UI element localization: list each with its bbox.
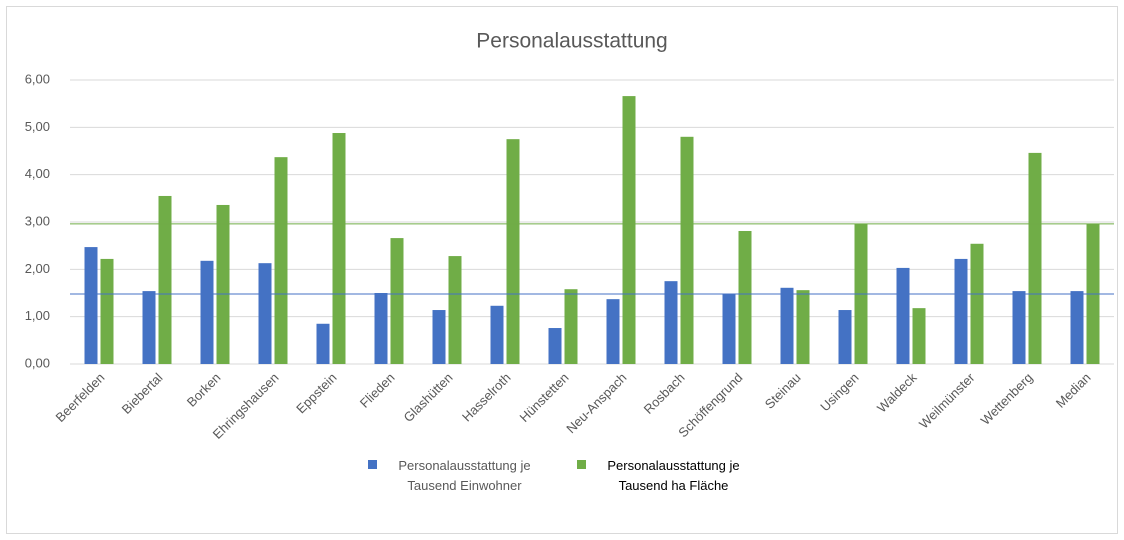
x-tick-label: Weilmünster [916, 369, 978, 431]
bar [796, 290, 810, 364]
bar [506, 139, 520, 364]
bar [1070, 291, 1084, 364]
x-tick-label: Median [1053, 370, 1094, 411]
bar [738, 230, 752, 364]
bar [274, 157, 288, 364]
x-tick-label: Rosbach [641, 370, 688, 417]
x-tick-label: Flieden [357, 370, 398, 411]
bar [680, 136, 694, 364]
y-tick-label: 5,00 [25, 119, 50, 134]
bar [780, 287, 794, 364]
bar [564, 289, 578, 364]
legend-swatch [368, 460, 377, 469]
bar [548, 328, 562, 364]
x-tick-label: Eppstein [293, 370, 339, 416]
bar [1012, 291, 1026, 364]
bar [970, 243, 984, 364]
bar [100, 258, 114, 364]
bar [490, 305, 504, 364]
bar [258, 263, 272, 364]
x-tick-label: Waldeck [874, 370, 920, 416]
bar [316, 323, 330, 364]
chart-border [6, 6, 1118, 534]
bar [200, 260, 214, 364]
y-tick-label: 6,00 [25, 71, 50, 86]
y-tick-label: 0,00 [25, 355, 50, 370]
bar [84, 247, 98, 364]
x-tick-label: Hasselroth [459, 370, 514, 425]
x-tick-label: Glashütten [400, 370, 455, 425]
bar [1028, 152, 1042, 364]
x-tick-label: Beerfelden [52, 370, 107, 425]
bar [142, 291, 156, 364]
bar [664, 281, 678, 364]
bar [216, 204, 230, 364]
x-tick-label: Usingen [817, 370, 861, 414]
bar [896, 267, 910, 364]
bar [954, 258, 968, 364]
bar [838, 310, 852, 364]
legend-label: Personalausstattung je Tausend Einwohner [398, 458, 531, 493]
x-tick-label: Steinau [762, 370, 804, 412]
x-tick-label: Hünstetten [516, 370, 571, 425]
legend-item: Personalausstattung je Tausend ha Fläche [577, 456, 756, 496]
legend-item: Personalausstattung je Tausend Einwohner [368, 456, 547, 496]
bar [606, 299, 620, 364]
y-tick-label: 1,00 [25, 308, 50, 323]
bar [912, 308, 926, 364]
bar [722, 293, 736, 364]
bar [390, 238, 404, 364]
bar [448, 256, 462, 364]
bar [374, 293, 388, 364]
bar [432, 310, 446, 364]
legend-label: Personalausstattung je Tausend ha Fläche [607, 458, 740, 493]
bar [332, 133, 346, 364]
y-tick-label: 2,00 [25, 261, 50, 276]
chart-title: Personalausstattung [476, 30, 667, 53]
bar [622, 96, 636, 365]
x-tick-label: Neu-Anspach [563, 370, 629, 436]
legend: Personalausstattung je Tausend Einwohner… [0, 456, 1124, 496]
y-tick-label: 4,00 [25, 166, 50, 181]
bar [158, 195, 172, 364]
legend-swatch [577, 460, 586, 469]
x-tick-label: Wettenberg [978, 370, 1036, 428]
x-tick-label: Biebertal [119, 370, 166, 417]
x-tick-label: Borken [184, 370, 224, 410]
y-tick-label: 3,00 [25, 213, 50, 228]
